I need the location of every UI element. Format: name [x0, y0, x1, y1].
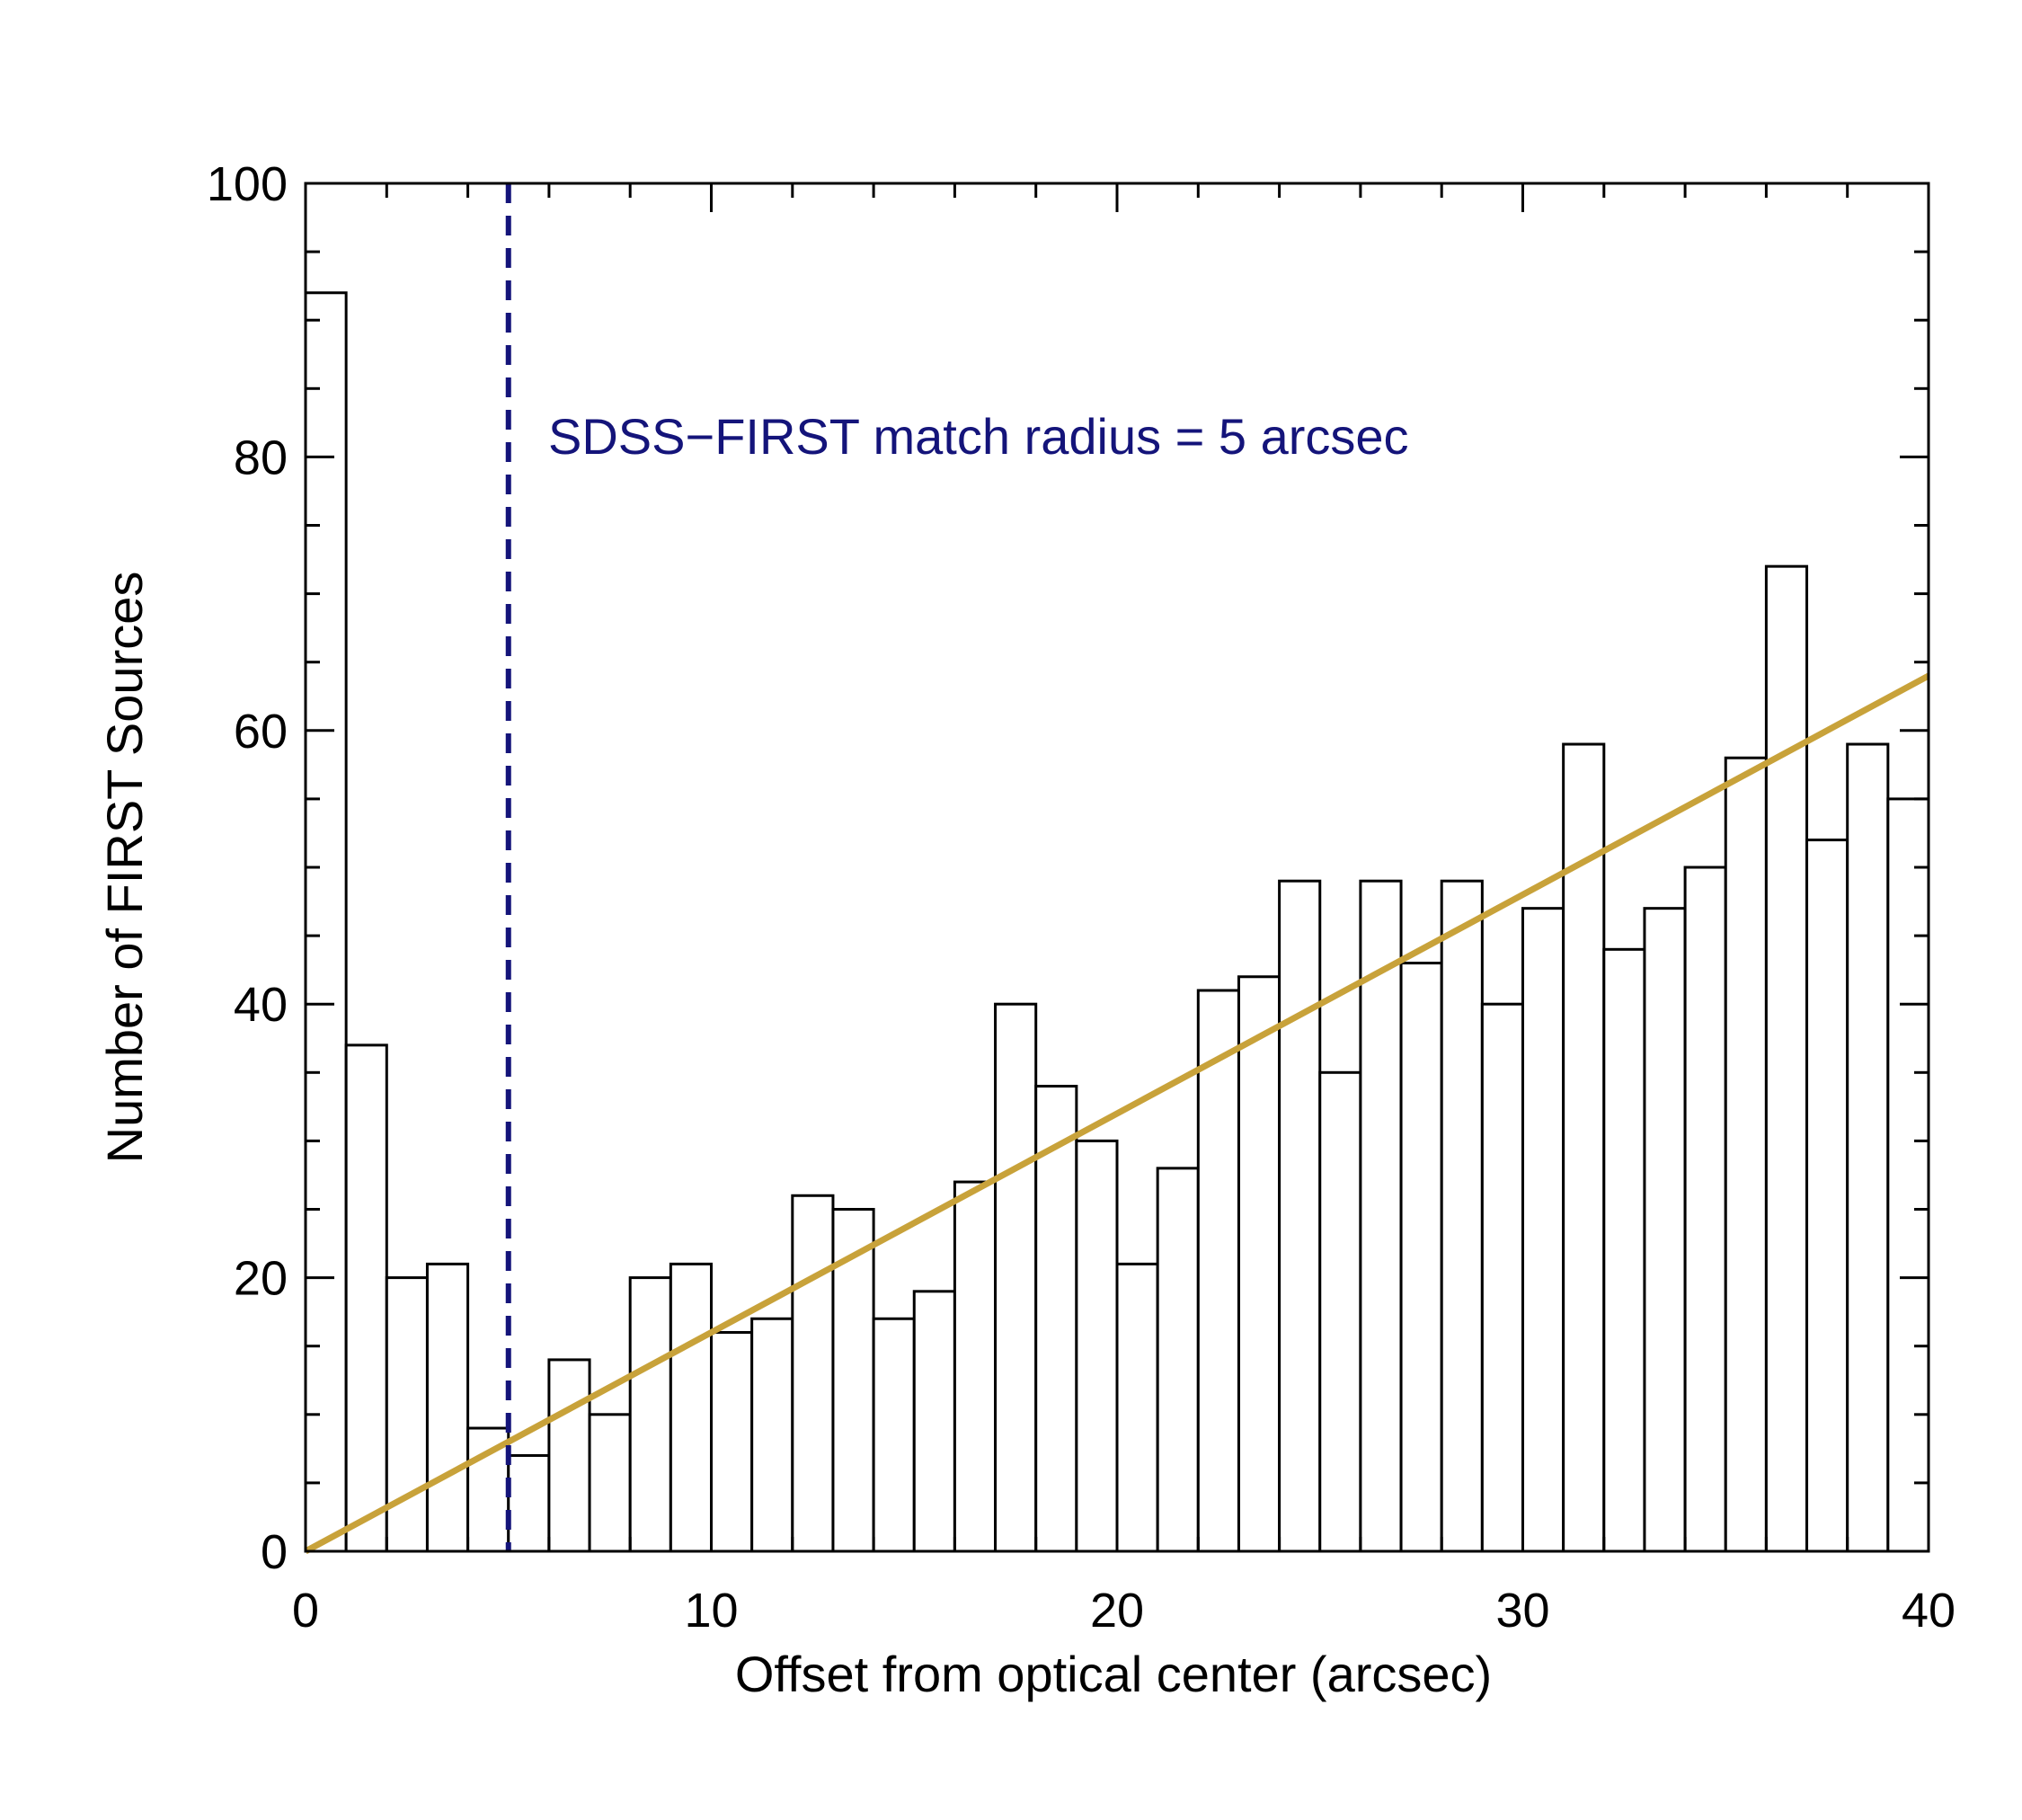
x-tick-label: 40	[1902, 1584, 1955, 1638]
histogram-bar	[1805, 839, 1849, 1553]
histogram-bar	[344, 1043, 388, 1553]
axis-ticks	[304, 182, 1930, 1553]
y-tick-labels: 0 20 40 60 80 100	[207, 157, 288, 1579]
histogram-bar	[1318, 1070, 1362, 1553]
histogram-bar	[1115, 1262, 1159, 1553]
x-tick-label: 30	[1495, 1584, 1549, 1638]
histogram-bar	[1602, 947, 1646, 1553]
histogram-bar	[1724, 756, 1768, 1553]
histogram-bar	[994, 1002, 1038, 1553]
histogram-bar	[1237, 975, 1281, 1553]
y-axis-title: Number of FIRST Sources	[96, 572, 153, 1164]
x-tick-labels: 0 10 20 30 40	[292, 1584, 1955, 1638]
histogram-bar	[750, 1317, 794, 1553]
y-tick-label: 0	[261, 1525, 288, 1579]
histogram-bar	[507, 1453, 551, 1553]
histogram-bar	[547, 1358, 591, 1553]
histogram-bar	[1399, 962, 1443, 1553]
linear-fit-line-group	[304, 672, 1930, 1555]
histogram-bar	[1156, 1167, 1200, 1553]
histogram-bar	[1278, 879, 1322, 1553]
histogram-bar	[1683, 866, 1727, 1553]
y-tick-label: 40	[234, 978, 288, 1032]
histogram-bar	[425, 1262, 470, 1553]
y-tick-label: 60	[234, 705, 288, 759]
histogram-bar	[1440, 879, 1484, 1553]
histogram-bar	[1521, 907, 1565, 1553]
histogram-bar	[912, 1290, 956, 1553]
linear-fit-line	[304, 672, 1930, 1555]
histogram-bar	[628, 1276, 672, 1553]
histogram-bar	[1643, 907, 1687, 1553]
histogram-bar	[1886, 797, 1930, 1553]
histogram-bar	[710, 1330, 754, 1553]
histogram-bar	[791, 1194, 835, 1553]
histogram-bar	[1846, 742, 1890, 1553]
histogram-bar	[385, 1276, 429, 1553]
histogram-bar	[304, 291, 348, 1553]
x-axis-title: Offset from optical center (arcsec)	[735, 1646, 1492, 1702]
y-tick-label: 100	[207, 157, 288, 211]
histogram-bar	[1196, 989, 1240, 1553]
histogram-bar	[669, 1262, 713, 1553]
histogram-bar	[588, 1413, 632, 1553]
y-tick-label: 20	[234, 1252, 288, 1306]
histogram-bar	[1480, 1002, 1524, 1553]
x-tick-label: 10	[684, 1584, 738, 1638]
histogram-bar	[1075, 1139, 1119, 1553]
x-tick-label: 20	[1090, 1584, 1144, 1638]
y-tick-label: 80	[234, 431, 288, 484]
x-tick-label: 0	[292, 1584, 319, 1638]
histogram-bar	[1764, 564, 1809, 1553]
histogram-bar	[953, 1180, 998, 1553]
histogram-bar	[872, 1317, 916, 1553]
histogram-bars	[304, 291, 1930, 1553]
match-radius-annotation: SDSS−FIRST match radius = 5 arcsec	[548, 408, 1409, 465]
